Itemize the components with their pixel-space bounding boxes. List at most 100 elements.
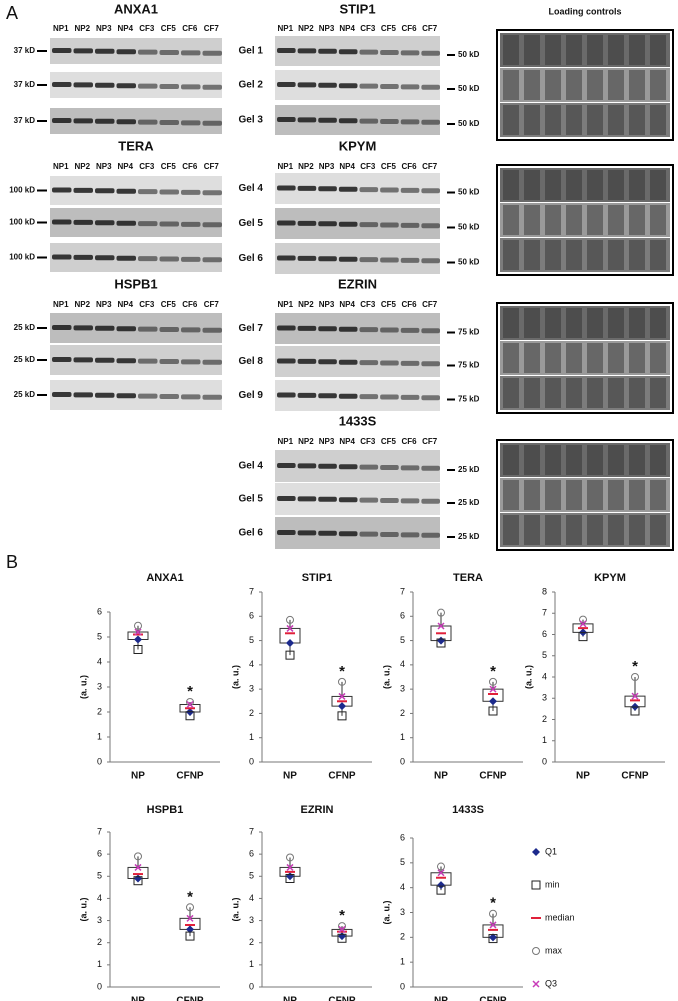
x-tick-label: CFNP — [621, 771, 649, 782]
loading-lane — [629, 515, 645, 545]
lane-label: NP4 — [117, 24, 133, 33]
loading-lane — [629, 170, 645, 200]
blot-title: EZRIN — [338, 276, 377, 291]
y-tick-label: 2 — [542, 714, 547, 724]
blot-band — [400, 119, 420, 125]
blot-band — [400, 498, 420, 504]
lane-label: NP2 — [74, 300, 90, 309]
lane-label: CF5 — [381, 300, 397, 309]
legend-marker — [532, 980, 540, 988]
loading-lane — [503, 170, 519, 200]
stat-q1 — [186, 925, 194, 934]
blot-band — [380, 187, 399, 193]
loading-lane — [587, 105, 603, 135]
lane-label: NP1 — [278, 300, 294, 309]
gel-label: Gel 4 — [239, 461, 264, 472]
blot-band — [277, 325, 296, 331]
lane-label: NP4 — [339, 300, 355, 309]
lane-label: CF6 — [182, 162, 198, 171]
blot-band — [338, 83, 358, 89]
lane-label: CF7 — [422, 300, 438, 309]
loading-lane — [503, 343, 519, 373]
blot-band — [116, 393, 136, 399]
blot-band — [338, 359, 358, 365]
blot-band — [400, 187, 420, 193]
lane-label: CF6 — [182, 300, 198, 309]
y-tick-label: 7 — [542, 608, 547, 618]
loading-lane — [503, 480, 519, 510]
loading-lane — [608, 105, 624, 135]
stat-min — [488, 706, 498, 716]
blot-band — [202, 120, 222, 126]
blot-band — [181, 327, 201, 333]
stat-q3 — [338, 692, 346, 700]
y-tick-label: 5 — [97, 871, 102, 881]
lane-label: CF6 — [402, 162, 418, 171]
loading-lane — [524, 205, 540, 235]
y-tick-label: 2 — [400, 708, 405, 718]
stat-max — [631, 673, 639, 681]
loading-strip — [500, 103, 670, 137]
blot-band — [297, 496, 317, 502]
x-tick-label: CFNP — [176, 996, 204, 1001]
legend-label: Q3 — [545, 978, 557, 988]
blot-band — [421, 119, 440, 125]
legend-label: median — [545, 912, 575, 922]
lane-label: CF3 — [139, 162, 155, 171]
blot-band — [138, 256, 158, 262]
y-tick-label: 5 — [97, 631, 102, 641]
loading-lane — [566, 70, 582, 100]
blot-band — [159, 50, 179, 55]
blot-band — [338, 326, 358, 332]
loading-lane — [524, 35, 540, 65]
blot-band — [400, 327, 420, 333]
lane-label: NP3 — [319, 437, 335, 446]
lane-label: NP4 — [339, 162, 355, 171]
loading-lane — [608, 343, 624, 373]
lane-label: CF5 — [161, 300, 177, 309]
blot-band — [202, 257, 222, 263]
loading-strip — [500, 68, 670, 102]
blot-band — [359, 360, 379, 366]
loading-strip — [500, 203, 670, 237]
chart-title: EZRIN — [301, 804, 334, 816]
blot-band — [338, 256, 358, 262]
blot-band — [380, 222, 399, 228]
y-tick-label: 0 — [400, 981, 405, 991]
chart-title: STIP1 — [302, 572, 333, 584]
y-tick-label: 3 — [400, 907, 405, 917]
stat-q1 — [134, 635, 142, 644]
blot-band — [421, 258, 440, 264]
blot-band — [359, 531, 379, 537]
blot-band — [116, 83, 136, 89]
blot-band — [95, 220, 115, 226]
blot-band — [181, 221, 201, 227]
lane-label: CF6 — [182, 24, 198, 33]
blot-band — [400, 532, 420, 538]
marker-label: 25 kD — [14, 390, 36, 399]
lane-label: NP4 — [339, 24, 355, 33]
blot-band — [421, 498, 440, 504]
marker-label: 50 kD — [458, 84, 480, 93]
y-tick-label: 8 — [542, 586, 547, 596]
stat-max — [437, 608, 445, 617]
blot-band — [138, 393, 158, 399]
blot-band — [73, 325, 93, 331]
blot-band — [181, 394, 201, 400]
blot-band — [95, 325, 115, 331]
marker-label: 100 kD — [9, 186, 35, 195]
loading-lane — [650, 515, 666, 545]
legend-marker — [531, 880, 541, 890]
blot-title: KPYM — [339, 138, 377, 153]
blot-band — [277, 463, 296, 468]
marker-label: 25 kD — [14, 323, 36, 332]
loading-lane — [587, 308, 603, 338]
blot-band — [359, 257, 379, 263]
y-tick-label: 0 — [542, 756, 547, 766]
blot-title: STIP1 — [339, 1, 375, 16]
significance-mark: * — [339, 663, 345, 680]
stat-max — [437, 862, 445, 871]
blot-band — [359, 464, 379, 470]
blot-band — [116, 255, 136, 261]
loading-lane — [566, 515, 582, 545]
